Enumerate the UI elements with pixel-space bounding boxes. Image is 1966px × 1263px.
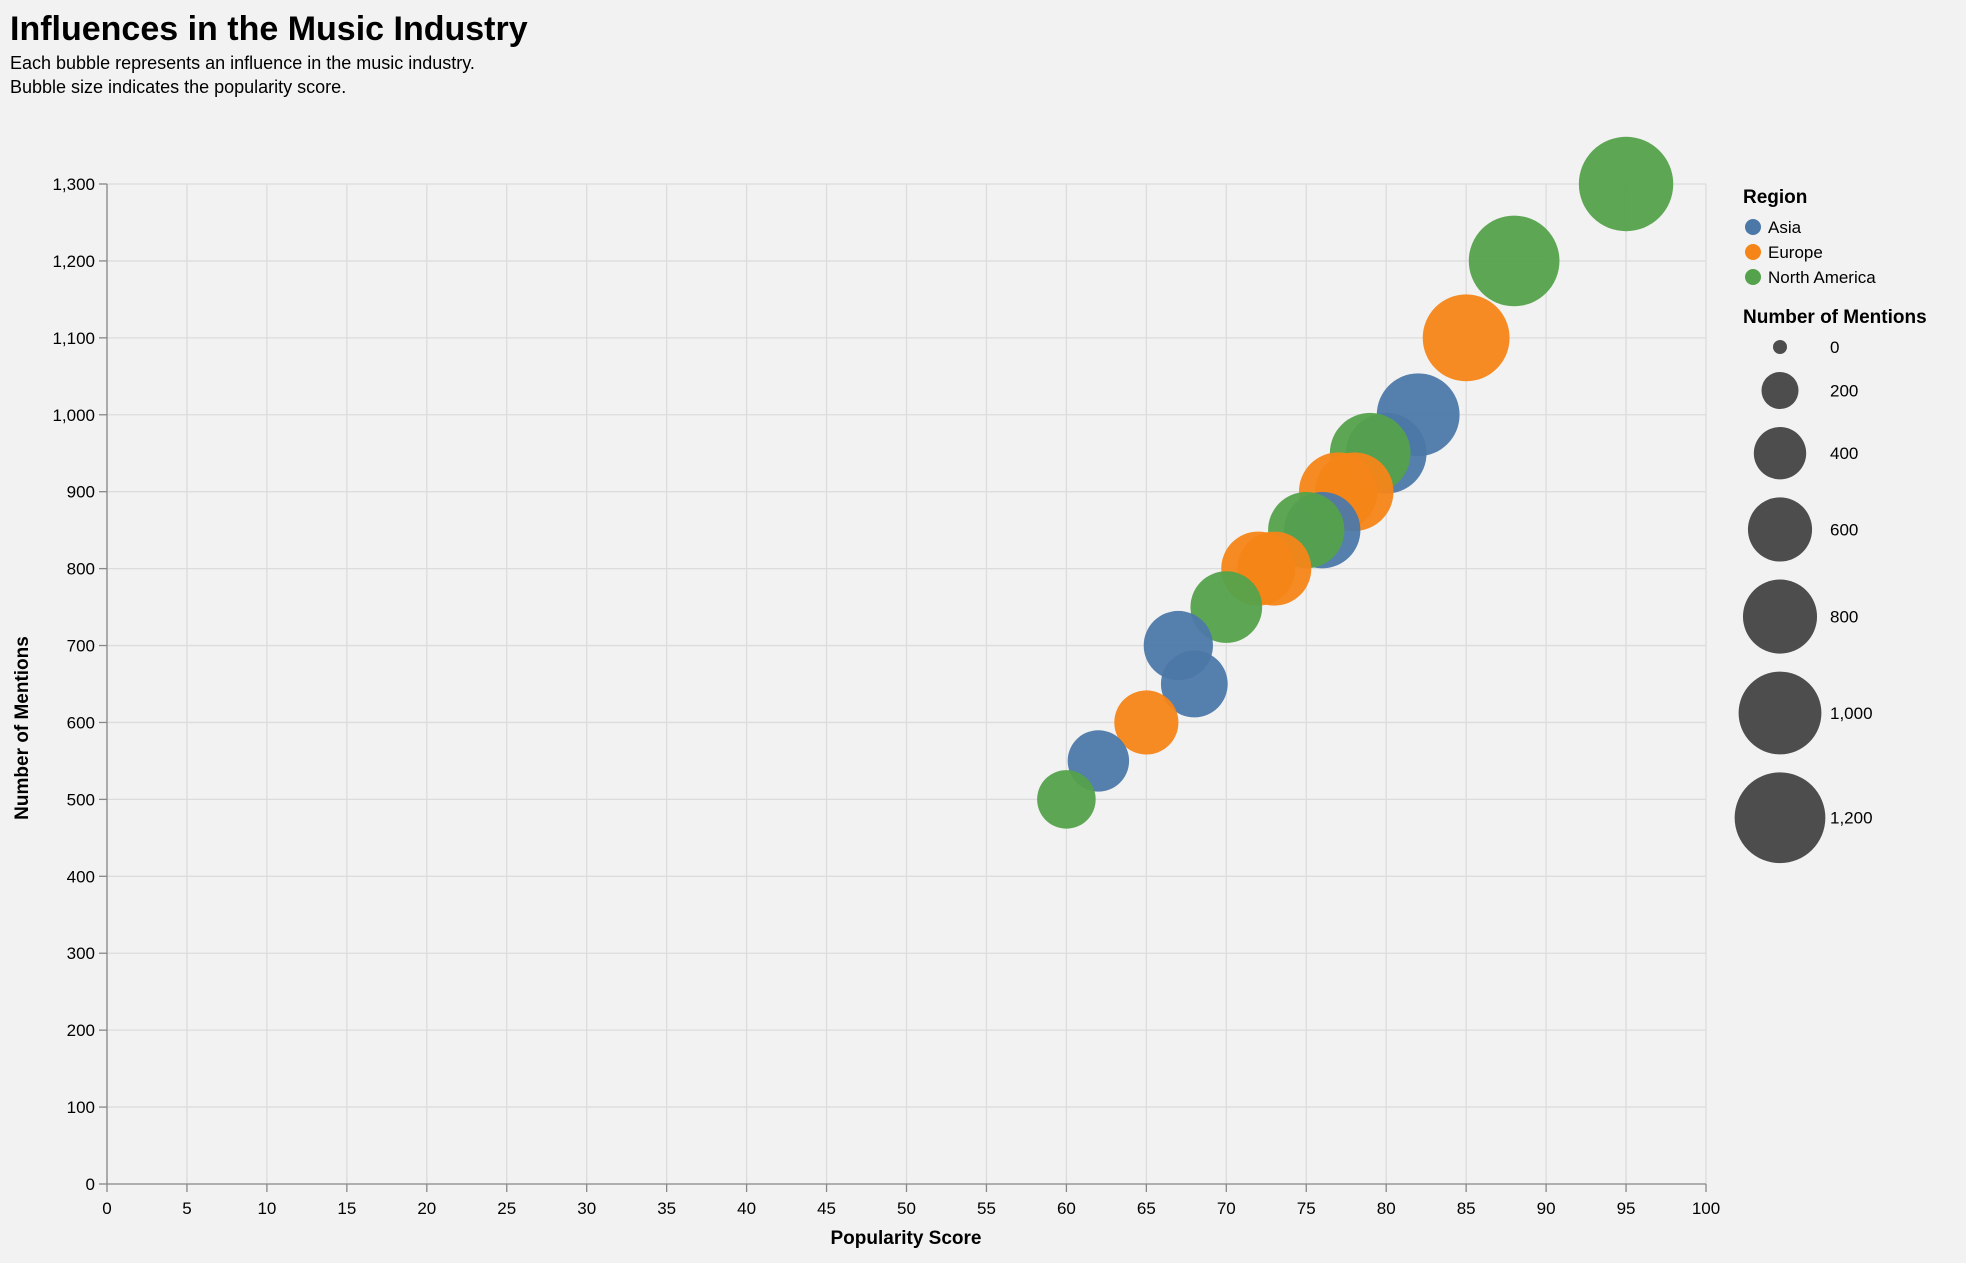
data-bubble — [1468, 215, 1560, 307]
legend-size-label: 200 — [1830, 382, 1858, 401]
x-tick-label: 55 — [977, 1199, 996, 1218]
y-tick-label: 900 — [67, 483, 95, 502]
legend-size-label: 1,000 — [1830, 704, 1873, 723]
y-tick-label: 1,100 — [52, 329, 95, 348]
legend-color-swatch — [1745, 219, 1761, 235]
x-tick-label: 100 — [1692, 1199, 1720, 1218]
x-tick-label: 0 — [102, 1199, 111, 1218]
x-tick-label: 70 — [1217, 1199, 1236, 1218]
y-tick-label: 1,300 — [52, 175, 95, 194]
y-tick-label: 1,000 — [52, 406, 95, 425]
legend-color-label: North America — [1768, 268, 1876, 287]
x-tick-label: 40 — [737, 1199, 756, 1218]
y-tick-label: 1,200 — [52, 252, 95, 271]
y-tick-label: 300 — [67, 944, 95, 963]
y-tick-label: 800 — [67, 560, 95, 579]
legend-size-bubble — [1773, 340, 1787, 354]
x-tick-label: 90 — [1537, 1199, 1556, 1218]
legend: Region Number of Mentions Asia Europe Nort… — [1734, 187, 1927, 864]
axes: 0 5 10 15 20 25 30 35 40 45 50 55 60 65 70 75 80 85 90 95 10… — [52, 175, 1720, 1218]
y-axis-title: Number of Mentions — [12, 636, 33, 820]
data-bubble — [1190, 571, 1263, 643]
legend-size-label: 0 — [1830, 338, 1839, 357]
y-tick-label: 700 — [67, 637, 95, 656]
data-bubble — [1037, 770, 1096, 829]
legend-color-swatch — [1745, 269, 1761, 285]
chart-subtitle-line-2: Bubble size indicates the popularity sco… — [10, 77, 346, 97]
x-tick-label: 5 — [182, 1199, 191, 1218]
x-tick-label: 45 — [817, 1199, 836, 1218]
y-tick-label: 200 — [67, 1021, 95, 1040]
x-tick-label: 75 — [1297, 1199, 1316, 1218]
x-tick-label: 25 — [497, 1199, 516, 1218]
legend-color-swatch — [1745, 244, 1761, 260]
data-bubble — [1578, 136, 1674, 232]
legend-size-label: 800 — [1830, 608, 1858, 627]
y-tick-label: 600 — [67, 713, 95, 732]
data-bubble — [1160, 650, 1228, 718]
x-tick-label: 10 — [257, 1199, 276, 1218]
size-legend-title: Number of Mentions — [1743, 307, 1927, 328]
legend-size-bubble — [1738, 671, 1822, 755]
chart-title: Influences in the Music Industry — [10, 10, 528, 48]
x-tick-label: 80 — [1377, 1199, 1396, 1218]
data-bubble — [1422, 294, 1510, 382]
legend-size-bubble — [1742, 579, 1818, 654]
y-tick-label: 100 — [67, 1098, 95, 1117]
y-tick-label: 400 — [67, 867, 95, 886]
legend-size-bubble — [1753, 427, 1807, 480]
color-legend-title: Region — [1743, 187, 1807, 208]
legend-size-bubble — [1747, 497, 1813, 562]
chart-subtitle-line-1: Each bubble represents an influence in t… — [10, 53, 475, 73]
x-axis-title: Popularity Score — [831, 1228, 982, 1249]
x-tick-label: 50 — [897, 1199, 916, 1218]
x-tick-label: 15 — [337, 1199, 356, 1218]
legend-size-label: 400 — [1830, 444, 1858, 463]
legend-size-label: 600 — [1830, 520, 1858, 539]
legend-color-label: Europe — [1768, 243, 1823, 262]
x-tick-label: 30 — [577, 1199, 596, 1218]
legend-size-bubble — [1761, 372, 1799, 410]
legend-size-label: 1,200 — [1830, 809, 1873, 828]
y-tick-label: 0 — [86, 1175, 95, 1194]
legend-size-bubble — [1734, 772, 1826, 864]
data-bubble — [1114, 690, 1179, 755]
x-tick-label: 95 — [1617, 1199, 1636, 1218]
x-tick-label: 35 — [657, 1199, 676, 1218]
legend-color-label: Asia — [1768, 218, 1802, 237]
x-tick-label: 65 — [1137, 1199, 1156, 1218]
x-tick-label: 85 — [1457, 1199, 1476, 1218]
y-tick-label: 500 — [67, 790, 95, 809]
x-tick-label: 20 — [417, 1199, 436, 1218]
bubbles — [1037, 136, 1674, 829]
x-tick-label: 60 — [1057, 1199, 1076, 1218]
